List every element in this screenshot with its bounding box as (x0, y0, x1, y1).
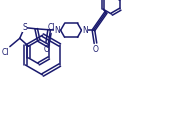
Text: O: O (93, 45, 99, 54)
Text: Cl: Cl (47, 23, 55, 32)
Text: N: N (82, 26, 88, 35)
Text: N: N (54, 26, 60, 35)
Text: Cl: Cl (1, 48, 9, 57)
Text: S: S (22, 23, 27, 32)
Text: O: O (43, 45, 49, 54)
